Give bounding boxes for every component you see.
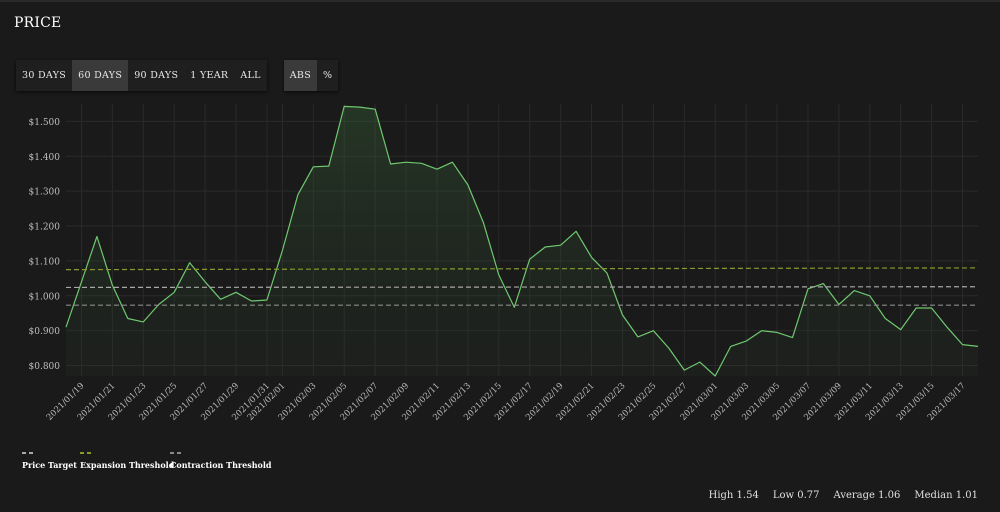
price-target-line bbox=[65, 286, 979, 289]
y-tick-label: $1.500 bbox=[29, 118, 61, 128]
mode-abs-button[interactable]: ABS bbox=[283, 60, 318, 91]
y-axis: $0.800 $0.900 $1.000 $1.100 $1.200 $1.300 $1.4… bbox=[29, 118, 61, 372]
range-30-days-button[interactable]: 30 DAYS bbox=[22, 70, 67, 81]
expansion-threshold-line bbox=[65, 267, 979, 271]
mode-percent-button[interactable]: % bbox=[323, 70, 333, 81]
y-tick-label: $0.900 bbox=[29, 327, 61, 337]
range-button-group: 30 DAYS 60 DAYS 90 DAYS 1 YEAR ALL bbox=[16, 60, 267, 91]
legend-contraction-label: Contraction Threshold bbox=[170, 460, 272, 470]
stat-median: Median 1.01 bbox=[914, 490, 978, 501]
top-border bbox=[0, 0, 1000, 2]
page-title: PRICE bbox=[14, 15, 62, 31]
stat-low: Low 0.77 bbox=[772, 490, 820, 501]
contraction-swatch bbox=[170, 452, 182, 454]
range-toolbar: 30 DAYS 60 DAYS 90 DAYS 1 YEAR ALL ABS % bbox=[16, 60, 339, 91]
y-tick-label: $1.200 bbox=[29, 223, 61, 233]
mode-button-group: ABS % bbox=[283, 60, 339, 91]
stat-high: High 1.54 bbox=[708, 490, 759, 501]
y-tick-label: $1.000 bbox=[29, 292, 61, 302]
price-target-swatch bbox=[22, 452, 34, 454]
y-tick-label: $0.800 bbox=[29, 362, 61, 372]
price-line bbox=[65, 105, 979, 377]
expansion-swatch bbox=[80, 452, 92, 454]
threshold-lines bbox=[65, 267, 979, 306]
stat-average: Average 1.06 bbox=[833, 490, 901, 501]
stats-summary: High 1.54 Low 0.77 Average 1.06 Median 1… bbox=[709, 490, 978, 501]
legend-price-target-label: Price Target bbox=[22, 460, 77, 470]
x-axis: 2021/01/192021/01/212021/01/232021/01/25… bbox=[45, 381, 968, 423]
range-90-days-button[interactable]: 90 DAYS bbox=[134, 70, 179, 81]
legend-expansion-label: Expansion Threshold bbox=[80, 460, 175, 470]
range-60-days-button[interactable]: 60 DAYS bbox=[72, 60, 129, 91]
price-area bbox=[66, 106, 978, 377]
range-all-button[interactable]: ALL bbox=[240, 70, 261, 81]
y-tick-label: $1.300 bbox=[29, 188, 61, 198]
range-1-year-button[interactable]: 1 YEAR bbox=[190, 70, 229, 81]
legend-expansion-threshold[interactable]: Expansion Threshold bbox=[80, 452, 174, 470]
legend-price-target[interactable]: Price Target bbox=[22, 452, 77, 470]
y-tick-label: $1.400 bbox=[29, 153, 61, 163]
price-chart: $0.800 $0.900 $1.000 $1.100 $1.200 $1.300 $1.4… bbox=[29, 104, 979, 423]
series-layer bbox=[65, 105, 979, 377]
legend-contraction-threshold[interactable]: Contraction Threshold bbox=[170, 452, 272, 470]
y-tick-label: $1.100 bbox=[29, 257, 61, 267]
